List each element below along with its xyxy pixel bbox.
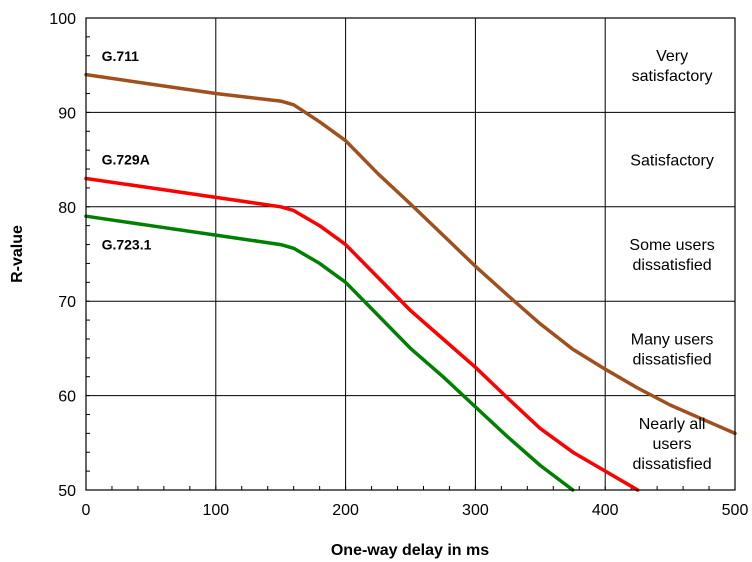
zone-labels: Very satisfactory Satisfactory Some users di… bbox=[629, 48, 714, 473]
y-tick-label: 90 bbox=[58, 105, 76, 122]
series-line-g-711 bbox=[84, 72, 737, 436]
plot-frame bbox=[85, 17, 736, 491]
zone-label: Nearly all bbox=[639, 416, 706, 433]
series-line-g-723-1 bbox=[84, 214, 575, 492]
series-label: G.729A bbox=[102, 152, 150, 168]
zone-label: users bbox=[653, 436, 692, 453]
y-tick-label: 100 bbox=[49, 11, 76, 28]
x-tick-label: 400 bbox=[592, 502, 619, 519]
series-line-g-729a bbox=[84, 176, 640, 492]
zone-label: Satisfactory bbox=[630, 153, 714, 170]
y-tick-label: 80 bbox=[58, 200, 76, 217]
y-tick-labels: 50 60 70 80 90 100 bbox=[49, 11, 76, 500]
zone-label: dissatisfied bbox=[633, 257, 712, 274]
x-tick-labels: 0 100 200 300 400 500 bbox=[82, 502, 749, 519]
series-label: G.711 bbox=[102, 48, 140, 64]
x-tick-label: 300 bbox=[462, 502, 489, 519]
x-tick-label: 0 bbox=[82, 502, 91, 519]
y-axis-title: R-value bbox=[9, 225, 26, 283]
zone-label: dissatisfied bbox=[633, 456, 712, 473]
zone-label: Some users bbox=[629, 237, 714, 254]
zone-label: Many users bbox=[631, 331, 714, 348]
zone-label: dissatisfied bbox=[633, 351, 712, 368]
series-labels: G.711 G.729A G.723.1 bbox=[102, 48, 152, 253]
x-tick-label: 100 bbox=[202, 502, 229, 519]
x-tick-label: 500 bbox=[722, 502, 749, 519]
y-tick-label: 50 bbox=[58, 483, 76, 500]
zone-label: Very bbox=[656, 48, 688, 65]
y-tick-label: 60 bbox=[58, 389, 76, 406]
x-axis-title: One-way delay in ms bbox=[331, 542, 489, 559]
plot-border bbox=[85, 17, 736, 491]
y-tick-label: 70 bbox=[58, 294, 76, 311]
series-layer bbox=[84, 72, 737, 492]
zone-label: satisfactory bbox=[632, 68, 713, 85]
x-tick-label: 200 bbox=[332, 502, 359, 519]
series-label: G.723.1 bbox=[102, 237, 152, 253]
